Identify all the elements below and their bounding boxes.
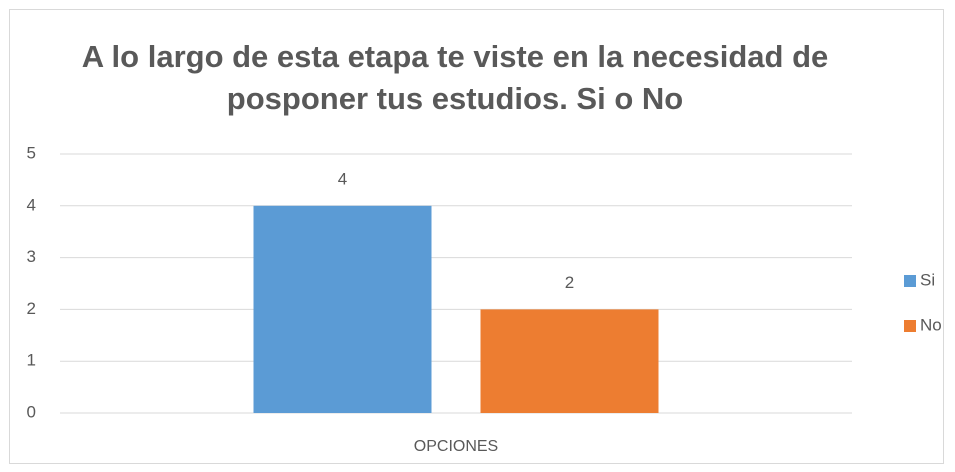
x-tick-label: OPCIONES bbox=[414, 438, 498, 455]
y-tick-label: 0 bbox=[27, 402, 36, 421]
data-label: 4 bbox=[338, 169, 347, 188]
legend-label: Si bbox=[920, 270, 935, 289]
legend-swatch bbox=[904, 275, 916, 287]
data-label: 2 bbox=[565, 273, 574, 292]
y-tick-label: 3 bbox=[27, 247, 36, 266]
chart-title: A lo largo de esta etapa te viste en la … bbox=[81, 39, 829, 116]
bar bbox=[253, 205, 432, 413]
y-tick-label: 1 bbox=[27, 351, 36, 370]
chart-frame bbox=[9, 9, 944, 464]
bar bbox=[480, 309, 659, 413]
legend-label: No bbox=[920, 315, 942, 334]
y-tick-label: 5 bbox=[27, 143, 36, 162]
legend-swatch bbox=[904, 320, 916, 332]
y-tick-label: 4 bbox=[27, 195, 36, 214]
y-tick-label: 2 bbox=[27, 299, 36, 318]
